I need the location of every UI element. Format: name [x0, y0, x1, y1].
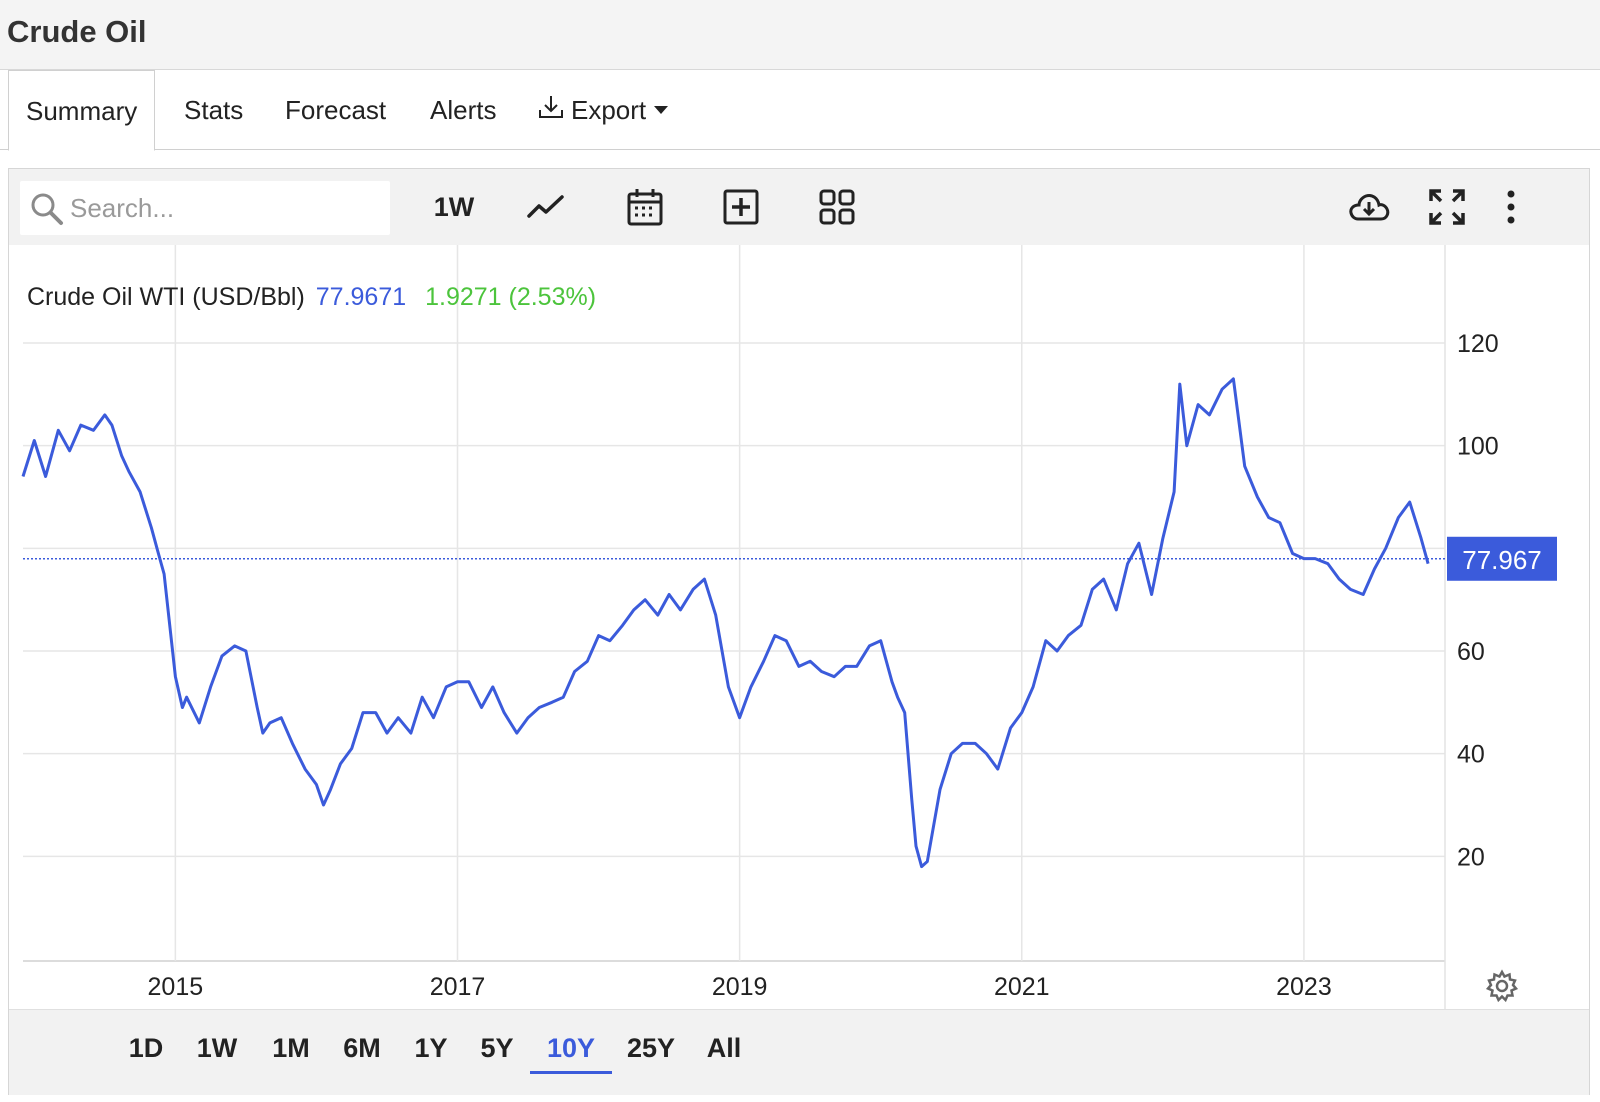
tab-bar: Summary Stats Forecast Alerts Export [0, 70, 1600, 152]
tab-summary[interactable]: Summary [8, 70, 156, 151]
tab-alerts[interactable]: Alerts [430, 95, 497, 125]
search-icon [30, 192, 64, 231]
chart-axis-labels: 20 40 60 100 120 2015 2017 2019 2021 2023 77.967 [148, 330, 1557, 1001]
calendar-icon[interactable] [623, 185, 667, 229]
download-icon [537, 72, 565, 152]
y-tick-label: 20 [1457, 843, 1485, 871]
tab-forecast[interactable]: Forecast [285, 95, 387, 125]
range-1y[interactable]: 1Y [414, 1033, 448, 1063]
y-tick-label: 100 [1457, 433, 1499, 461]
chart-toolbar: 1W [9, 169, 1589, 245]
x-tick-label: 2019 [712, 973, 768, 1001]
range-all[interactable]: All [706, 1033, 742, 1063]
interval-button[interactable]: 1W [433, 191, 475, 222]
grid-icon[interactable] [815, 185, 859, 229]
price-change: 1.9271 (2.53%) [425, 283, 597, 311]
export-label: Export [571, 95, 647, 125]
current-value-label: 77.967 [1462, 545, 1542, 575]
chart-series [21, 377, 1445, 869]
chart-grid [23, 245, 1446, 1009]
range-5y[interactable]: 5Y [480, 1033, 514, 1063]
range-1d[interactable]: 1D [128, 1033, 164, 1063]
y-tick-label: 120 [1457, 330, 1499, 358]
instrument-name: Crude Oil WTI (USD/Bbl) [27, 283, 305, 311]
chart-panel: 1W 20 40 60 100 120 2015 2017 2019 2021 2023 77.96… [8, 168, 1590, 1095]
x-tick-label: 2017 [430, 973, 486, 1001]
range-selector: 1D 1W 1M 6M 1Y 5Y 10Y 25Y All [9, 1009, 1589, 1095]
range-10y[interactable]: 10Y [530, 1010, 612, 1074]
x-tick-label: 2015 [148, 973, 204, 1001]
title-bar: Crude Oil [0, 0, 1600, 70]
series-line [21, 377, 1430, 869]
add-box-icon[interactable] [719, 185, 763, 229]
caret-down-icon [654, 106, 669, 115]
last-price: 77.9671 [315, 283, 407, 311]
search-box [20, 181, 390, 235]
x-tick-label: 2023 [1276, 973, 1332, 1001]
search-input[interactable] [70, 189, 380, 227]
fullscreen-icon[interactable] [1425, 185, 1469, 229]
tab-stats[interactable]: Stats [184, 95, 244, 125]
export-dropdown[interactable]: Export [537, 70, 669, 152]
range-6m[interactable]: 6M [343, 1033, 381, 1063]
page-title: Crude Oil [7, 14, 147, 49]
y-tick-label: 40 [1457, 741, 1485, 769]
y-tick-label: 60 [1457, 638, 1485, 666]
current-value-badge [1447, 536, 1557, 581]
range-1w[interactable]: 1W [196, 1033, 238, 1063]
range-25y[interactable]: 25Y [626, 1033, 676, 1063]
line-chart-icon[interactable] [524, 185, 568, 229]
more-vert-icon[interactable] [1499, 185, 1523, 229]
price-readout: Crude Oil WTI (USD/Bbl) 77.9671 1.9271 (… [27, 283, 596, 312]
price-chart[interactable]: 20 40 60 100 120 2015 2017 2019 2021 2023 77.967 [9, 169, 1589, 1009]
gear-icon[interactable] [1485, 969, 1519, 1008]
range-1m[interactable]: 1M [272, 1033, 310, 1063]
cloud-download-icon[interactable] [1347, 185, 1391, 229]
x-tick-label: 2021 [994, 973, 1050, 1001]
